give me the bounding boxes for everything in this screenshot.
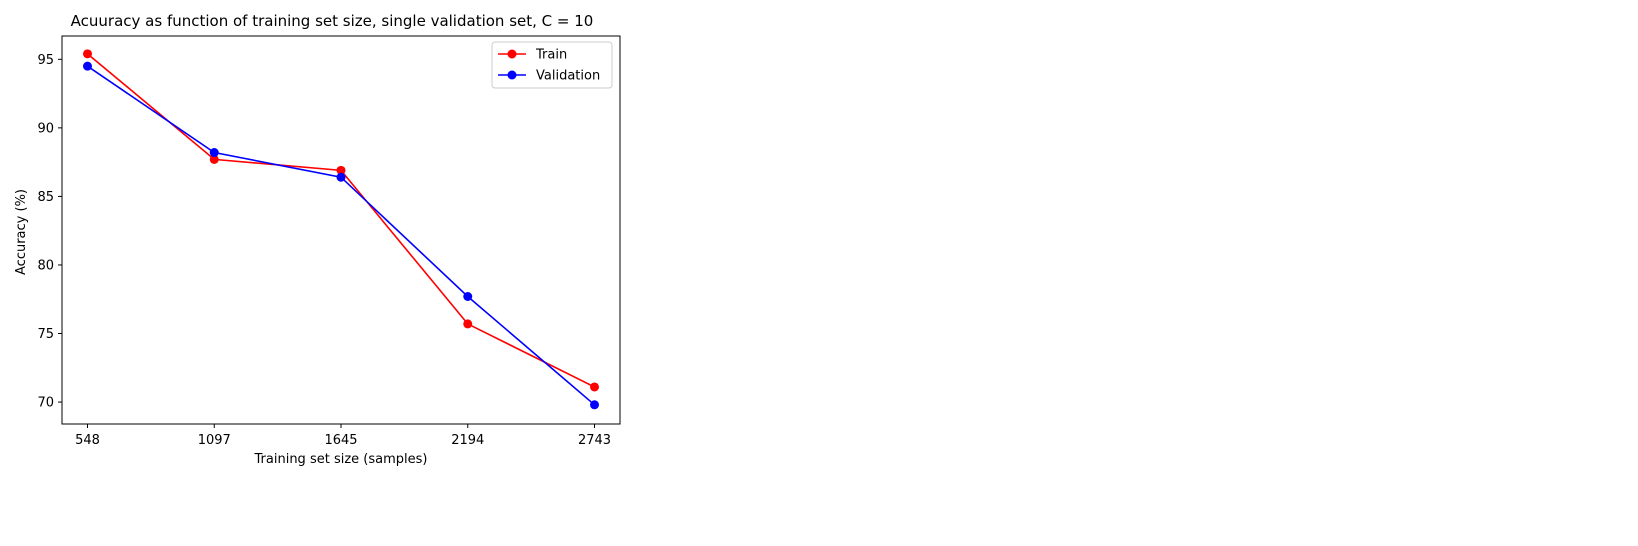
y-axis-label: Accuracy (%) (14, 189, 29, 275)
x-tick-label: 2194 (451, 433, 484, 448)
x-tick-label: 2743 (578, 433, 611, 448)
data-point-validation (209, 148, 219, 158)
y-tick-label: 95 (37, 53, 54, 68)
data-point-train (209, 154, 219, 164)
series-layer (83, 49, 599, 410)
data-point-validation (336, 172, 346, 182)
legend-label: Validation (536, 69, 600, 84)
plot-area (61, 35, 621, 425)
data-point-train (590, 382, 599, 392)
x-tick-label: 1645 (324, 433, 357, 448)
x-tick-label: 1097 (198, 433, 231, 448)
data-point-validation (83, 61, 92, 71)
legend-label: Train (535, 48, 567, 63)
y-tick-label: 75 (37, 327, 54, 342)
data-point-validation (463, 291, 473, 301)
data-point-validation (590, 400, 599, 410)
y-tick-label: 85 (37, 190, 54, 205)
y-tick-label: 80 (37, 258, 54, 273)
chart-title: Acuuracy as function of training set siz… (71, 12, 594, 30)
legend-swatch-marker (507, 70, 517, 80)
data-point-train (336, 165, 346, 175)
y-tick-label: 70 (37, 396, 54, 411)
x-axis-ticks: 548 1097 1645 2194 2743 (75, 424, 611, 448)
x-axis-label: Training set size (samples) (254, 452, 428, 467)
legend: Train Validation (491, 41, 613, 89)
data-point-train (83, 49, 92, 59)
data-point-train (463, 319, 473, 329)
y-tick-label: 90 (37, 121, 54, 136)
x-tick-label: 548 (75, 433, 100, 448)
y-axis-ticks: 70 75 80 85 90 95 (37, 53, 62, 411)
legend-swatch-marker (507, 49, 517, 59)
series-line-train (86, 53, 595, 388)
